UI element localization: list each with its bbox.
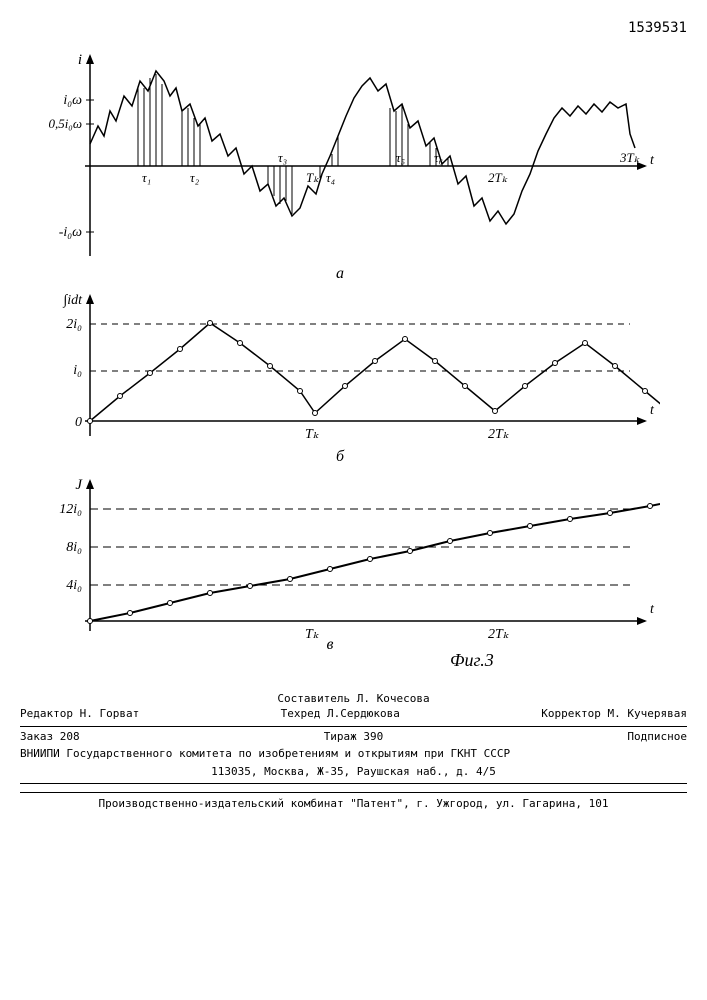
chart-c: J 12i₀ 8i₀ 4i₀ t Tₖ 2Tₖ 3Tₖ в Фиг.3: [20, 471, 687, 671]
tirage: Тираж 390: [324, 729, 384, 744]
footer: Производственно-издательский комбинат "П…: [20, 792, 687, 810]
svg-text:4i₀: 4i₀: [66, 578, 82, 593]
svg-text:τ₃: τ₃: [278, 150, 287, 165]
svg-text:τ₂: τ₂: [190, 170, 200, 185]
panel-a-label: a: [336, 265, 344, 281]
page-number: 1539531: [20, 20, 687, 36]
svg-text:i₀: i₀: [73, 363, 82, 378]
svg-text:t: t: [650, 602, 655, 617]
svg-text:τ₄: τ₄: [326, 170, 336, 185]
svg-text:3Tₖ: 3Tₖ: [619, 150, 640, 165]
corrector: Корректор М. Кучерявая: [541, 706, 687, 721]
svg-text:J: J: [75, 477, 83, 493]
address: 113035, Москва, Ж-35, Раушская наб., д. …: [20, 764, 687, 779]
editor: Редактор Н. Горват: [20, 706, 139, 721]
credits-block: Составитель Л. Кочесова Редактор Н. Горв…: [20, 691, 687, 784]
techred: Техред Л.Сердюкова: [281, 706, 400, 721]
svg-text:0: 0: [75, 415, 82, 430]
svg-text:2Tₖ: 2Tₖ: [488, 627, 510, 642]
svg-text:i₀ω: i₀ω: [63, 93, 82, 108]
chart-a: i i₀ω 0,5i₀ω -i₀ω t τ₁ τ₂ τ₃ Tₖ: [20, 46, 687, 281]
svg-text:t: t: [650, 153, 655, 168]
compiler: Составитель Л. Кочесова: [20, 691, 687, 706]
svg-text:2Tₖ: 2Tₖ: [488, 170, 508, 185]
org: ВНИИПИ Государственного комитета по изоб…: [20, 746, 687, 761]
panel-b-label: б: [336, 448, 345, 465]
svg-text:2i₀: 2i₀: [66, 317, 82, 332]
order: Заказ 208: [20, 729, 80, 744]
svg-text:∫idt: ∫idt: [62, 293, 83, 308]
figure-label: Фиг.3: [450, 650, 494, 670]
svg-text:Tₖ: Tₖ: [305, 627, 320, 642]
svg-text:2Tₖ: 2Tₖ: [488, 427, 510, 442]
subscription: Подписное: [627, 729, 687, 744]
svg-text:τ₆: τ₆: [434, 150, 443, 165]
svg-text:Tₖ: Tₖ: [306, 170, 319, 185]
svg-text:-i₀ω: -i₀ω: [59, 225, 82, 240]
svg-text:τ₅: τ₅: [396, 150, 405, 165]
panel-c-label: в: [327, 636, 334, 653]
svg-text:8i₀: 8i₀: [66, 540, 82, 555]
svg-text:Tₖ: Tₖ: [305, 427, 320, 442]
svg-text:τ₁: τ₁: [142, 170, 151, 185]
svg-text:i: i: [78, 52, 82, 68]
chart-b: ∫idt 2i₀ i₀ 0 t Tₖ 2Tₖ 3Tₖ б: [20, 286, 687, 466]
svg-text:t: t: [650, 403, 655, 418]
svg-text:0,5i₀ω: 0,5i₀ω: [48, 116, 82, 131]
svg-text:12i₀: 12i₀: [59, 502, 82, 517]
